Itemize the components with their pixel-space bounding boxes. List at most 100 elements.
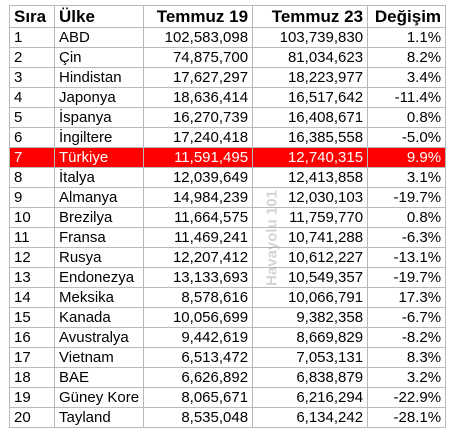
july-23-cell: 103,739,830 (252, 27, 369, 48)
july-19-cell: 11,591,495 (143, 147, 254, 168)
rank-cell: 20 (9, 407, 55, 428)
table-row: 9 Almanya 14,984,239 12,030,103 -19.7% (9, 187, 447, 208)
change-cell: -28.1% (367, 407, 447, 428)
table-row: 17 Vietnam 6,513,472 7,053,131 8.3% (9, 347, 447, 368)
july-19-cell: 17,240,418 (143, 127, 254, 148)
country-cell: Güney Kore (53, 387, 145, 408)
country-cell: Kanada (53, 307, 145, 328)
header-row: Sıra Ülke Temmuz 19 Temmuz 23 Değişim (9, 5, 447, 28)
july-19-cell: 11,469,241 (143, 227, 254, 248)
rank-cell: 9 (9, 187, 55, 208)
header-july-19: Temmuz 19 (143, 5, 254, 28)
country-cell: Brezilya (53, 207, 145, 228)
july-23-cell: 9,382,358 (252, 307, 369, 328)
july-23-cell: 11,759,770 (252, 207, 369, 228)
country-cell: İtalya (53, 167, 145, 188)
table-row: 20 Tayland 8,535,048 6,134,242 -28.1% (9, 407, 447, 428)
july-23-cell: 6,134,242 (252, 407, 369, 428)
rank-cell: 3 (9, 67, 55, 88)
table-row: 2 Çin 74,875,700 81,034,623 8.2% (9, 47, 447, 68)
july-23-cell: 16,385,558 (252, 127, 369, 148)
country-cell: Hindistan (53, 67, 145, 88)
change-cell: -6.3% (367, 227, 447, 248)
july-23-cell: 12,740,315 (252, 147, 369, 168)
july-19-cell: 18,636,414 (143, 87, 254, 108)
change-cell: -8.2% (367, 327, 447, 348)
change-cell: -19.7% (367, 187, 447, 208)
july-23-cell: 6,216,294 (252, 387, 369, 408)
country-cell: İngiltere (53, 127, 145, 148)
change-cell: 3.4% (367, 67, 447, 88)
table-row: 14 Meksika 8,578,616 10,066,791 17.3% (9, 287, 447, 308)
table-row: 19 Güney Kore 8,065,671 6,216,294 -22.9% (9, 387, 447, 408)
header-country: Ülke (53, 5, 145, 28)
country-cell: Meksika (53, 287, 145, 308)
table-row: 13 Endonezya 13,133,693 10,549,357 -19.7% (9, 267, 447, 288)
july-19-cell: 6,626,892 (143, 367, 254, 388)
country-cell: Fransa (53, 227, 145, 248)
rank-cell: 6 (9, 127, 55, 148)
change-cell: -5.0% (367, 127, 447, 148)
july-23-cell: 10,066,791 (252, 287, 369, 308)
rank-cell: 4 (9, 87, 55, 108)
header-july-23: Temmuz 23 (252, 5, 369, 28)
table-row: 12 Rusya 12,207,412 10,612,227 -13.1% (9, 247, 447, 268)
table-row: 6 İngiltere 17,240,418 16,385,558 -5.0% (9, 127, 447, 148)
july-19-cell: 13,133,693 (143, 267, 254, 288)
change-cell: 9.9% (367, 147, 447, 168)
rank-cell: 18 (9, 367, 55, 388)
table-row: 11 Fransa 11,469,241 10,741,288 -6.3% (9, 227, 447, 248)
change-cell: -13.1% (367, 247, 447, 268)
rank-cell: 16 (9, 327, 55, 348)
july-23-cell: 16,408,671 (252, 107, 369, 128)
table-body: 1 ABD 102,583,098 103,739,830 1.1% 2 Çin 74,875… (9, 27, 447, 428)
country-cell: İspanya (53, 107, 145, 128)
july-19-cell: 6,513,472 (143, 347, 254, 368)
change-cell: 17.3% (367, 287, 447, 308)
july-19-cell: 12,207,412 (143, 247, 254, 268)
july-23-cell: 18,223,977 (252, 67, 369, 88)
country-cell: Çin (53, 47, 145, 68)
july-23-cell: 10,612,227 (252, 247, 369, 268)
change-cell: -19.7% (367, 267, 447, 288)
change-cell: -6.7% (367, 307, 447, 328)
july-23-cell: 10,741,288 (252, 227, 369, 248)
july-23-cell: 81,034,623 (252, 47, 369, 68)
change-cell: 3.2% (367, 367, 447, 388)
change-cell: 8.3% (367, 347, 447, 368)
table-row: 3 Hindistan 17,627,297 18,223,977 3.4% (9, 67, 447, 88)
rank-cell: 19 (9, 387, 55, 408)
change-cell: -11.4% (367, 87, 447, 108)
july-23-cell: 16,517,642 (252, 87, 369, 108)
rank-cell: 5 (9, 107, 55, 128)
july-19-cell: 8,535,048 (143, 407, 254, 428)
table-row: 5 İspanya 16,270,739 16,408,671 0.8% (9, 107, 447, 128)
rank-cell: 14 (9, 287, 55, 308)
country-cell: Japonya (53, 87, 145, 108)
country-cell: Türkiye (53, 147, 145, 168)
country-cell: ABD (53, 27, 145, 48)
table-row: 15 Kanada 10,056,699 9,382,358 -6.7% (9, 307, 447, 328)
change-cell: -22.9% (367, 387, 447, 408)
rank-cell: 13 (9, 267, 55, 288)
change-cell: 8.2% (367, 47, 447, 68)
table-row: 8 İtalya 12,039,649 12,413,858 3.1% (9, 167, 447, 188)
rank-cell: 12 (9, 247, 55, 268)
july-23-cell: 8,669,829 (252, 327, 369, 348)
july-19-cell: 102,583,098 (143, 27, 254, 48)
country-cell: Avustralya (53, 327, 145, 348)
rank-cell: 7 (9, 147, 55, 168)
rank-cell: 10 (9, 207, 55, 228)
july-19-cell: 14,984,239 (143, 187, 254, 208)
change-cell: 1.1% (367, 27, 447, 48)
header-rank: Sıra (9, 5, 55, 28)
july-23-cell: 7,053,131 (252, 347, 369, 368)
header-change: Değişim (367, 5, 447, 28)
table-row: 7 Türkiye 11,591,495 12,740,315 9.9% (9, 147, 447, 168)
country-cell: Rusya (53, 247, 145, 268)
july-23-cell: 10,549,357 (252, 267, 369, 288)
july-19-cell: 16,270,739 (143, 107, 254, 128)
table-row: 10 Brezilya 11,664,575 11,759,770 0.8% (9, 207, 447, 228)
table-row: 18 BAE 6,626,892 6,838,879 3.2% (9, 367, 447, 388)
